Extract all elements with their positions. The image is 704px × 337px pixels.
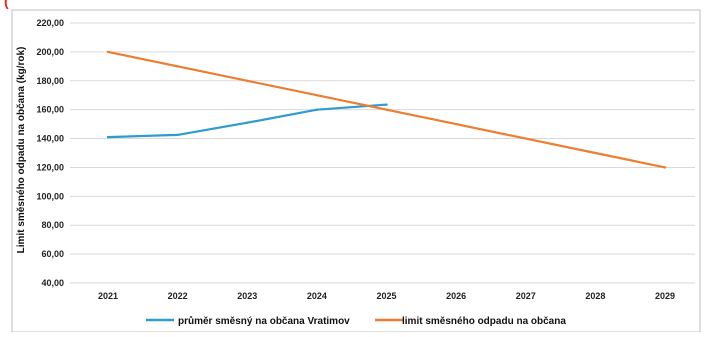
data-point xyxy=(246,121,249,124)
y-tick-label: 120,00 xyxy=(36,162,64,172)
x-tick-label: 2027 xyxy=(516,291,536,301)
data-point xyxy=(246,79,249,82)
x-tick-label: 2024 xyxy=(307,291,327,301)
x-tick-label: 2026 xyxy=(446,291,466,301)
x-axis-ticks: 2021 2022 2023 2024 2025 2026 2027 2028 2029 xyxy=(98,291,675,301)
data-point xyxy=(594,151,597,155)
series-lines xyxy=(106,50,667,169)
data-point xyxy=(176,65,179,68)
y-tick-label: 180,00 xyxy=(36,76,64,86)
grid-lines xyxy=(70,22,695,284)
y-tick-label: 160,00 xyxy=(36,105,64,115)
x-tick-label: 2021 xyxy=(98,291,118,301)
legend-label-1: průměr směsný na občana Vratimov xyxy=(178,315,350,327)
data-point xyxy=(454,122,458,126)
y-axis-title: Limit směsného odpadu na občana (kg/rok) xyxy=(16,47,27,254)
data-point xyxy=(315,94,319,97)
data-point xyxy=(106,135,110,139)
header-fragment: ( xyxy=(4,0,9,9)
y-tick-label: 220,00 xyxy=(36,18,64,28)
data-point xyxy=(663,166,667,169)
data-point xyxy=(385,103,388,106)
y-tick-label: 140,00 xyxy=(36,134,64,144)
data-point xyxy=(315,108,319,111)
y-tick-label: 200,00 xyxy=(36,47,64,57)
y-tick-label: 60,00 xyxy=(41,249,64,259)
legend-label-2: limit směsného odpadu na občana xyxy=(402,316,566,327)
x-tick-label: 2028 xyxy=(585,291,605,301)
x-tick-label: 2023 xyxy=(237,291,257,301)
data-point xyxy=(106,50,110,54)
data-point xyxy=(524,137,527,140)
legend: průměr směsný na občana Vratimov limit sm… xyxy=(146,315,566,327)
x-tick-label: 2022 xyxy=(168,291,188,301)
data-point xyxy=(385,108,388,111)
y-tick-label: 80,00 xyxy=(41,220,64,230)
y-tick-label: 100,00 xyxy=(36,191,64,201)
y-tick-label: 40,00 xyxy=(41,278,64,288)
x-tick-label: 2025 xyxy=(376,291,396,301)
y-axis-ticks: 40,00 60,00 80,00 100,00 120,00 140,00 160,00 1… xyxy=(36,18,64,288)
chart-frame xyxy=(11,9,701,333)
x-tick-label: 2029 xyxy=(655,291,675,301)
data-point xyxy=(176,133,179,137)
